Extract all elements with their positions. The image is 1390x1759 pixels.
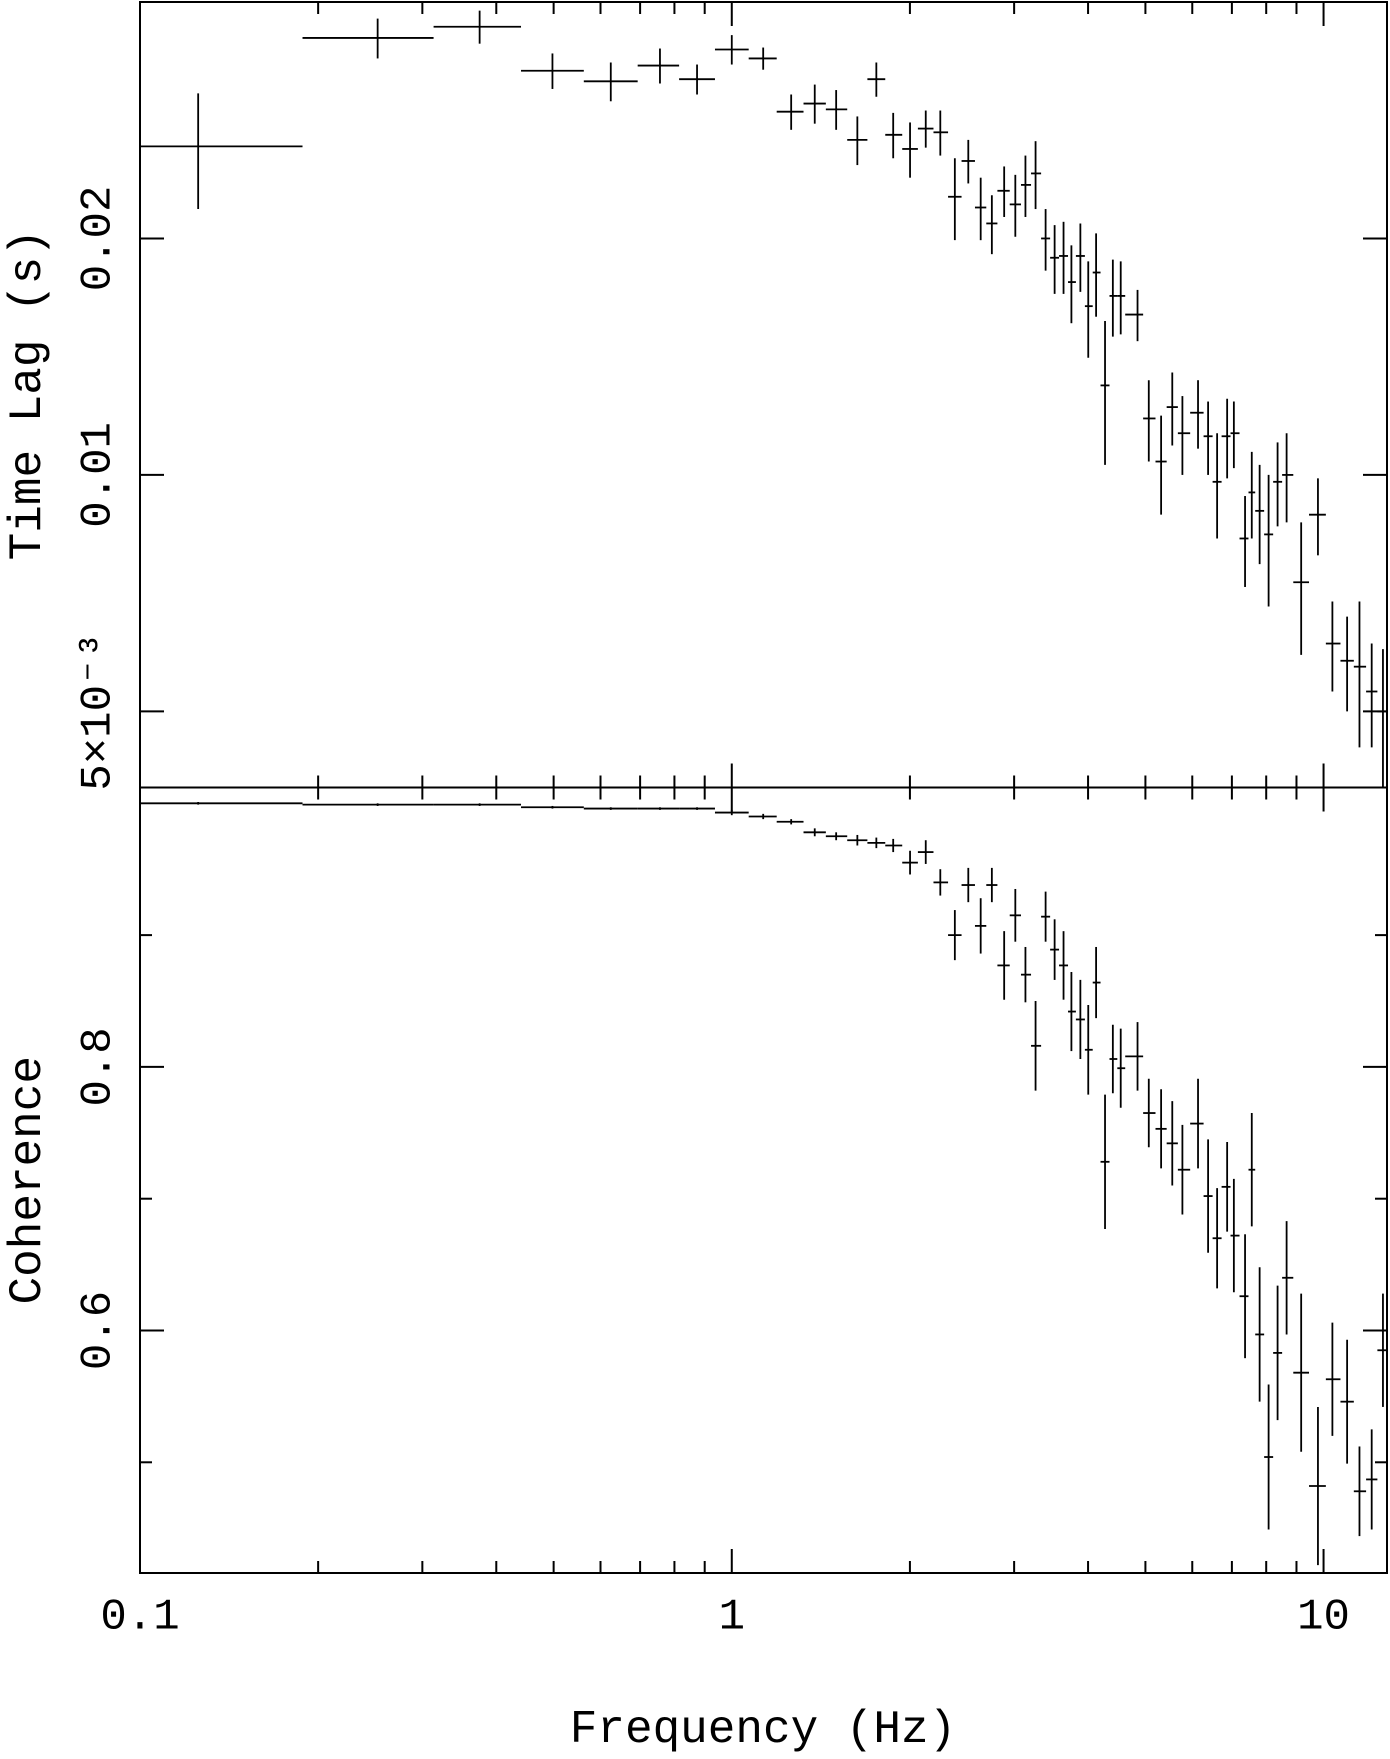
y-tick-label: 5×10⁻³ — [74, 632, 124, 791]
data-series — [140, 10, 1387, 788]
x-tick-label: 1 — [719, 1593, 745, 1643]
x-tick-label: 0.1 — [100, 1593, 179, 1643]
y-tick-label: 0.8 — [74, 1027, 124, 1106]
y-tick-label: 0.01 — [74, 422, 124, 528]
panel-frame — [139, 1, 1388, 789]
y-tick-label: 0.02 — [74, 186, 124, 292]
y-axis-title: Coherence — [2, 1056, 54, 1304]
y-tick-label: 0.6 — [74, 1291, 124, 1370]
data-series — [140, 801, 1387, 1566]
x-tick-label: 10 — [1297, 1593, 1350, 1643]
y-axis-title: Time Lag (s) — [2, 229, 54, 560]
panel-frame — [139, 786, 1388, 1574]
x-axis-title: Frequency (Hz) — [570, 1704, 956, 1756]
